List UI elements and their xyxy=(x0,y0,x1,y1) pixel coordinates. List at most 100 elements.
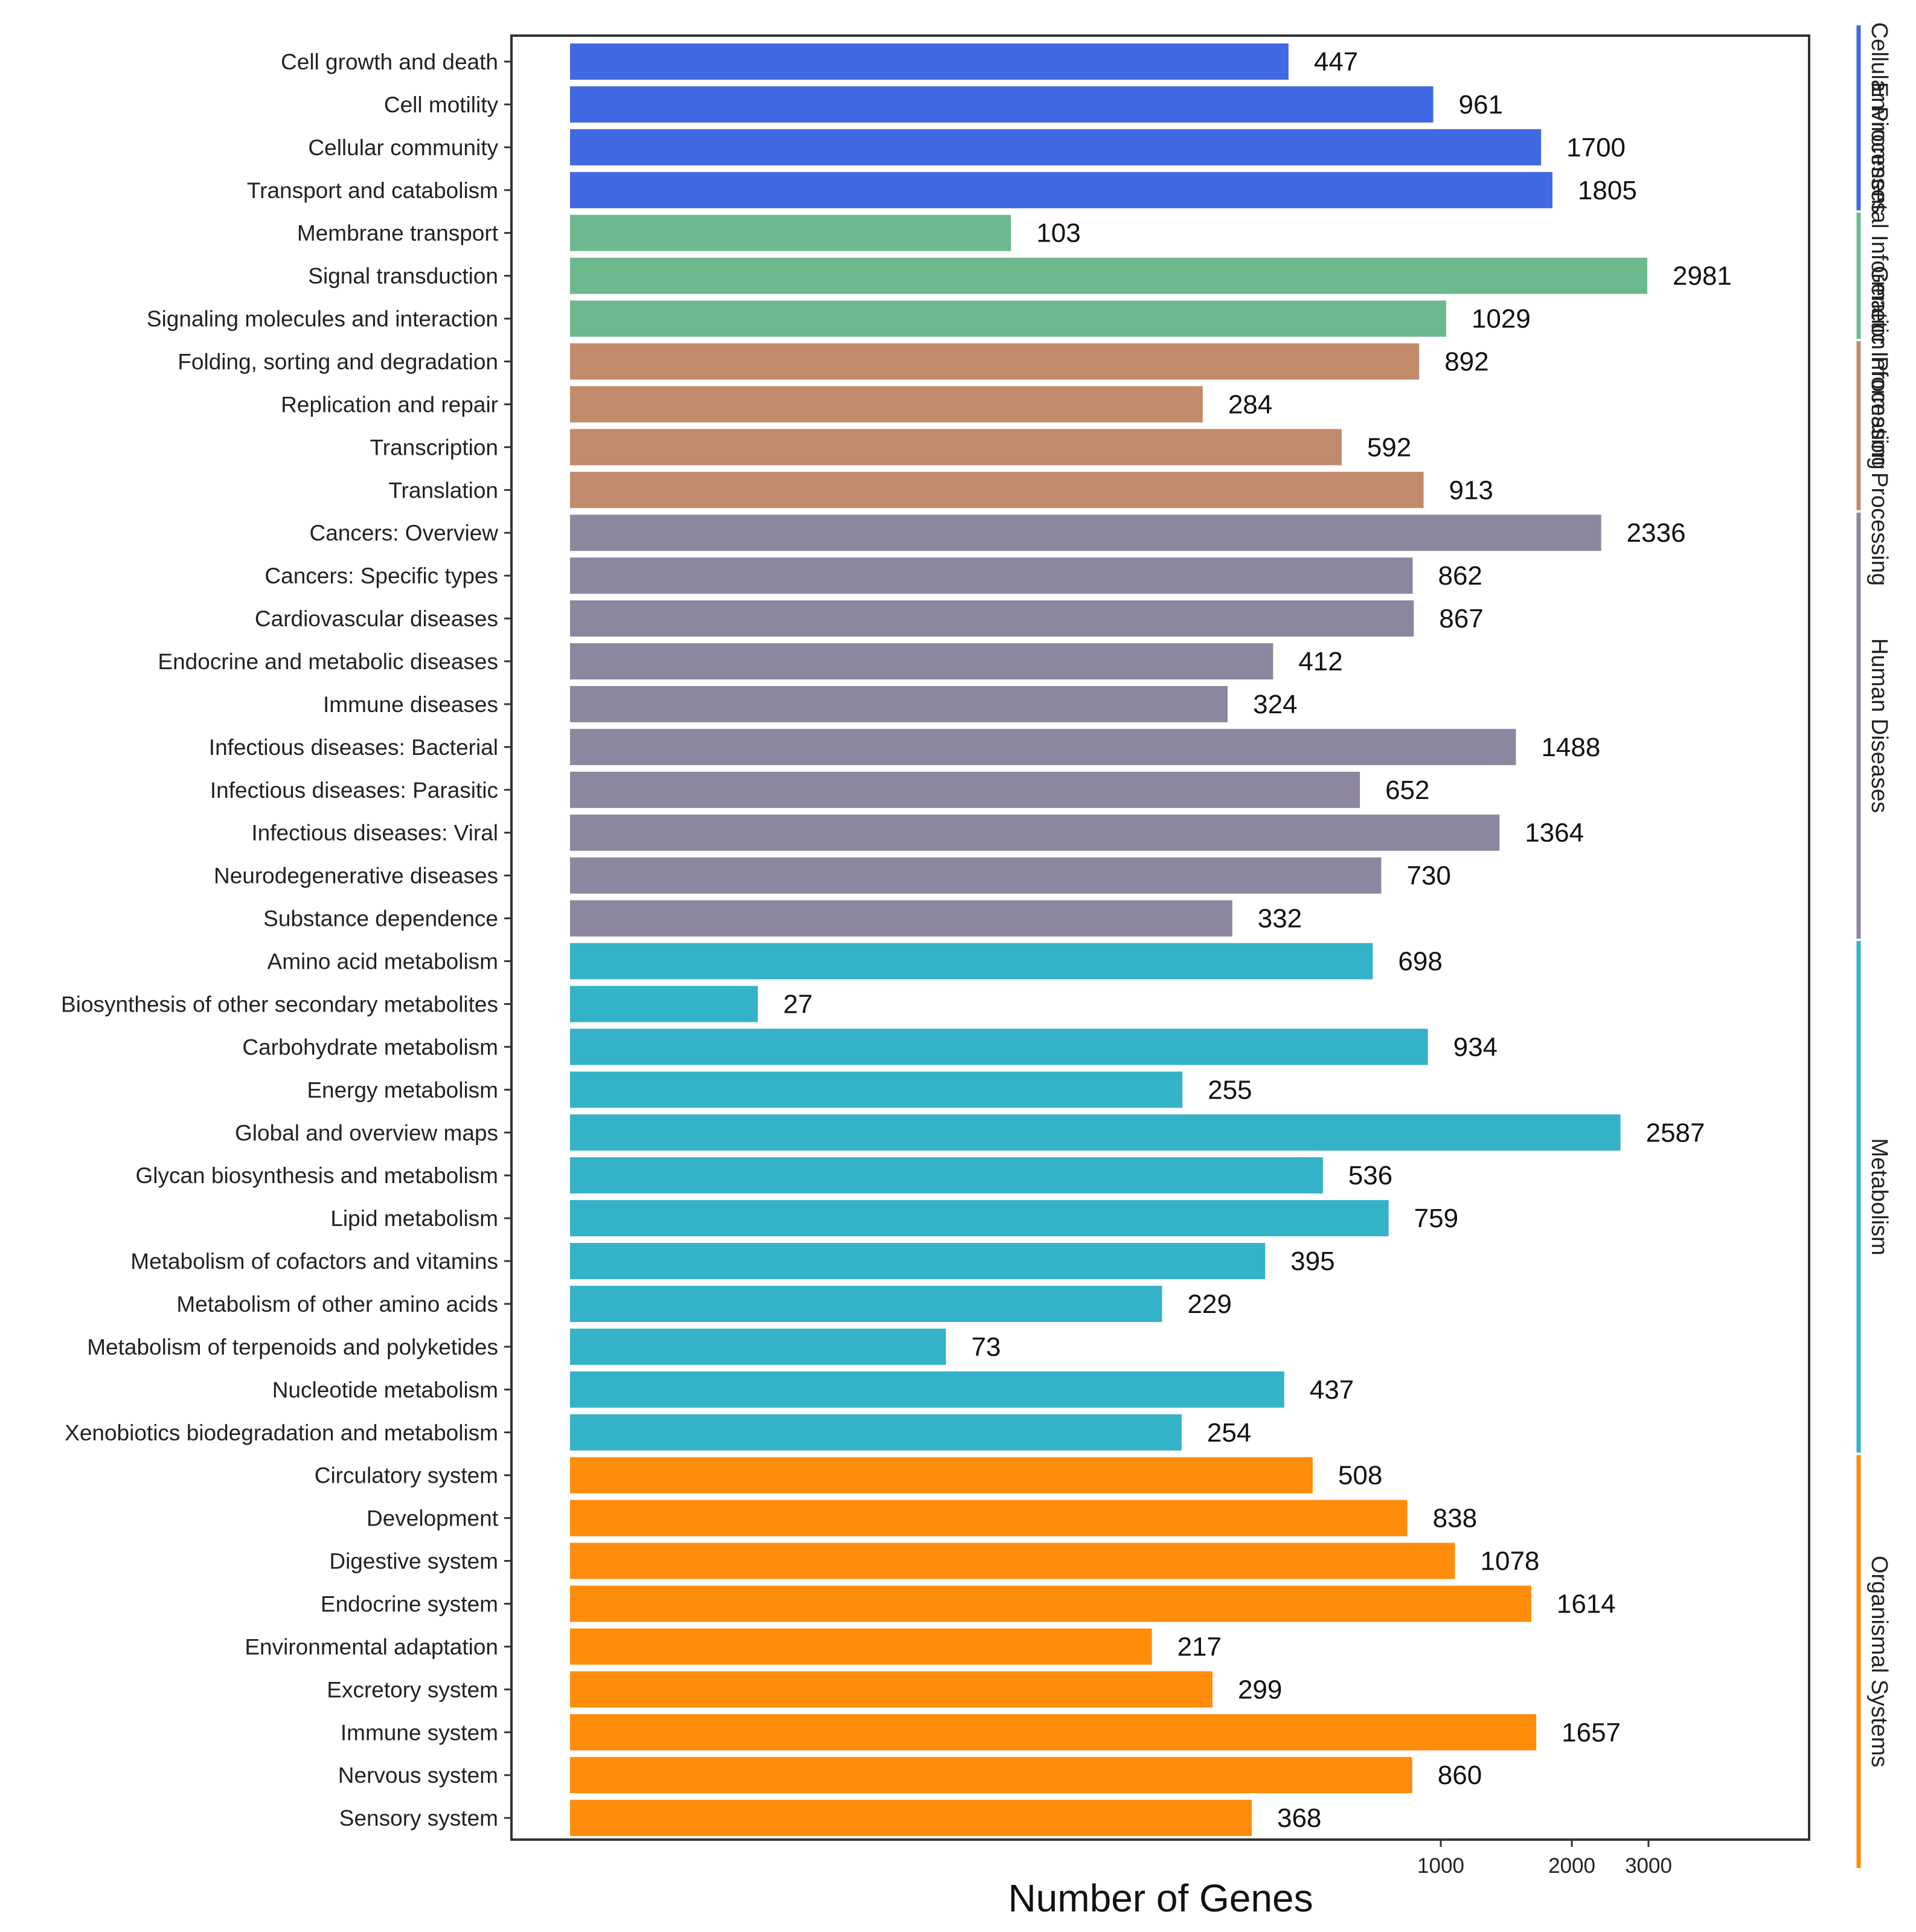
bar-value-label: 1700 xyxy=(1566,133,1626,162)
value-labels-layer: 447 961 1700 1805 103 2981 1029 892 284 592 913 233… xyxy=(783,47,1732,1833)
bar xyxy=(570,429,1342,466)
bar xyxy=(570,1285,1162,1322)
category-label: Glycan biosynthesis and metabolism xyxy=(135,1163,498,1188)
bar-value-label: 447 xyxy=(1314,47,1358,77)
category-label: Development xyxy=(367,1506,499,1531)
group-label: Organismal Systems xyxy=(1866,1556,1892,1768)
category-label: Infectious diseases: Viral xyxy=(251,821,498,846)
bar xyxy=(570,557,1413,594)
category-label: Cell motility xyxy=(384,92,499,117)
bar xyxy=(570,1457,1313,1494)
category-label: Endocrine system xyxy=(321,1591,498,1616)
bar-value-label: 1614 xyxy=(1557,1589,1616,1619)
bar-value-label: 862 xyxy=(1438,561,1482,591)
category-label: Signal transduction xyxy=(308,264,498,289)
bar xyxy=(570,1200,1389,1237)
category-label: Digestive system xyxy=(329,1549,498,1574)
category-label: Endocrine and metabolic diseases xyxy=(158,649,498,674)
bars-layer xyxy=(570,43,1648,1837)
bar xyxy=(570,771,1360,808)
y-axis-ticks-layer xyxy=(504,60,511,1819)
bar xyxy=(570,1757,1412,1794)
category-label: Cancers: Overview xyxy=(309,521,498,545)
bar-value-label: 395 xyxy=(1290,1247,1334,1276)
category-label: Lipid metabolism xyxy=(330,1206,498,1231)
category-label: Environmental adaptation xyxy=(245,1634,498,1659)
category-label: Folding, sorting and degradation xyxy=(178,350,498,374)
bar xyxy=(570,685,1228,722)
category-label: Cellular community xyxy=(308,135,498,160)
category-label: Metabolism of other amino acids xyxy=(176,1292,498,1317)
bar xyxy=(570,1243,1266,1280)
x-tick-label: 3000 xyxy=(1625,1854,1672,1878)
bar xyxy=(570,1328,946,1365)
category-label: Metabolism of terpenoids and polyketides xyxy=(87,1335,498,1359)
category-label: Transport and catabolism xyxy=(247,178,498,203)
bar xyxy=(570,343,1420,380)
bar xyxy=(570,1714,1537,1751)
bar-value-label: 892 xyxy=(1444,347,1488,377)
bar xyxy=(570,1071,1183,1108)
bar-value-label: 103 xyxy=(1036,219,1080,248)
bar-value-label: 299 xyxy=(1238,1675,1282,1704)
x-axis-ticks-layer: 1000 2000 3000 xyxy=(1417,1840,1672,1878)
bar xyxy=(570,986,758,1022)
category-label: Transcription xyxy=(370,435,498,460)
bar-value-label: 324 xyxy=(1253,690,1297,719)
bar-value-label: 217 xyxy=(1177,1632,1222,1661)
bar xyxy=(570,472,1424,509)
bar-value-label: 934 xyxy=(1453,1032,1498,1062)
bar xyxy=(570,300,1446,337)
bar-value-label: 913 xyxy=(1449,475,1493,505)
bar xyxy=(570,728,1516,765)
category-label: Membrane transport xyxy=(297,221,499,246)
bar-value-label: 1657 xyxy=(1562,1718,1621,1747)
category-label: Neurodegenerative diseases xyxy=(214,864,498,888)
bar xyxy=(570,1500,1408,1536)
category-label: Immune system xyxy=(341,1720,498,1745)
category-label: Cell growth and death xyxy=(281,50,498,74)
category-label: Infectious diseases: Parasitic xyxy=(210,778,498,803)
category-label: Sensory system xyxy=(339,1806,498,1831)
bar xyxy=(570,1800,1252,1837)
category-label: Translation xyxy=(388,478,498,502)
bar xyxy=(570,643,1274,680)
bar-value-label: 1029 xyxy=(1472,304,1531,334)
category-label: Excretory system xyxy=(327,1677,498,1702)
group-label: Cellular Processes xyxy=(1866,22,1892,214)
bar xyxy=(570,600,1414,637)
bar xyxy=(570,515,1601,551)
category-label: Energy metabolism xyxy=(307,1077,498,1102)
x-tick-label: 1000 xyxy=(1417,1854,1464,1878)
bar xyxy=(570,1628,1152,1665)
bar-value-label: 2981 xyxy=(1673,262,1732,291)
category-label: Immune diseases xyxy=(323,692,498,717)
bar-value-label: 229 xyxy=(1187,1289,1231,1319)
category-label: Circulatory system xyxy=(315,1463,498,1488)
bar-value-label: 1805 xyxy=(1578,176,1637,205)
bar-value-label: 698 xyxy=(1398,947,1442,977)
bar xyxy=(570,857,1382,894)
bar-value-label: 2336 xyxy=(1627,518,1686,548)
category-label: Nucleotide metabolism xyxy=(272,1378,498,1402)
category-label: Signaling molecules and interaction xyxy=(147,307,498,332)
bar xyxy=(570,86,1434,123)
category-label: Infectious diseases: Bacterial xyxy=(209,735,498,760)
bar xyxy=(570,814,1500,851)
bar-value-label: 73 xyxy=(971,1332,1001,1362)
bar xyxy=(570,1029,1428,1065)
bar-value-label: 27 xyxy=(783,989,813,1019)
bar-value-label: 730 xyxy=(1406,861,1450,891)
bar-value-label: 2587 xyxy=(1646,1118,1705,1147)
bar xyxy=(570,900,1232,937)
bar-value-label: 332 xyxy=(1258,904,1302,934)
bar-value-label: 536 xyxy=(1348,1161,1392,1190)
bar-value-label: 867 xyxy=(1439,604,1483,634)
bar-value-label: 838 xyxy=(1433,1504,1477,1533)
group-label: Human Diseases xyxy=(1866,638,1892,813)
category-labels-layer: Cell growth and death Cell motility Cellul… xyxy=(61,50,499,1831)
category-label: Carbohydrate metabolism xyxy=(242,1035,498,1059)
bar-value-label: 759 xyxy=(1414,1204,1458,1233)
